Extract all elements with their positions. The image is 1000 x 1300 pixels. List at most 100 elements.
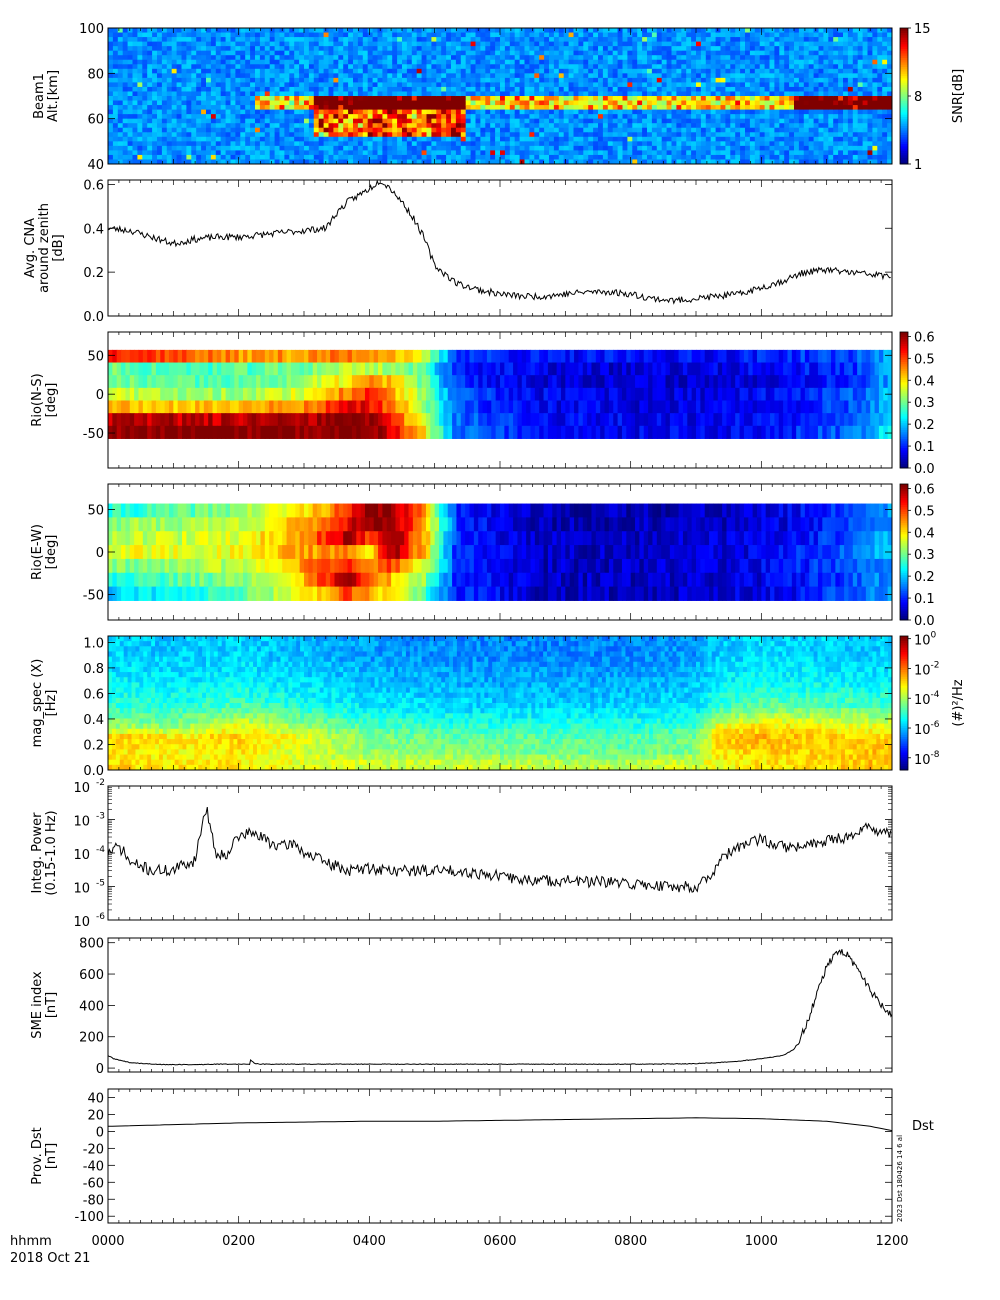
heatmap-cell xyxy=(230,114,236,120)
heatmap-cell xyxy=(392,64,398,70)
heatmap-cell xyxy=(299,37,305,43)
heatmap-cell xyxy=(651,46,658,52)
heatmap-cell xyxy=(612,64,619,70)
heatmap-cell xyxy=(774,37,780,43)
heatmap-cell xyxy=(308,32,315,38)
heatmap-cell xyxy=(220,145,227,151)
heatmap-cell xyxy=(147,28,153,34)
heatmap-cell xyxy=(157,59,163,65)
heatmap-cell xyxy=(147,154,153,161)
heatmap-cell xyxy=(656,105,663,111)
heatmap-cell xyxy=(544,46,550,52)
heatmap-cell xyxy=(784,68,790,74)
heatmap-cell xyxy=(215,41,222,47)
heatmap-cell xyxy=(651,64,658,70)
heatmap-cell xyxy=(794,154,800,161)
heatmap-cell xyxy=(465,91,472,97)
heatmap-cell xyxy=(754,86,761,93)
heatmap-cell xyxy=(470,50,477,56)
heatmap-cell xyxy=(475,105,481,111)
heatmap-cell xyxy=(362,82,369,88)
heatmap-cell xyxy=(705,118,712,124)
heatmap-cell xyxy=(210,68,217,74)
heatmap-cell xyxy=(328,46,334,52)
heatmap-cell xyxy=(568,154,575,161)
heatmap-cell xyxy=(681,141,687,147)
heatmap-cell xyxy=(607,50,614,56)
heatmap-cell xyxy=(838,50,844,56)
heatmap-cell xyxy=(833,28,839,34)
heatmap-cell xyxy=(362,96,369,102)
heatmap-cell xyxy=(308,136,315,142)
heatmap-cell xyxy=(867,150,873,156)
heatmap-cell xyxy=(784,59,790,65)
heatmap-cell xyxy=(583,91,589,97)
heatmap-cell xyxy=(794,32,800,38)
heatmap-cell xyxy=(588,145,594,151)
heatmap-cell xyxy=(348,82,354,88)
heatmap-cell xyxy=(250,145,256,151)
heatmap-cell xyxy=(333,41,339,47)
heatmap-cell xyxy=(436,86,442,93)
heatmap-cell xyxy=(803,50,810,56)
heatmap-cell xyxy=(509,127,516,133)
heatmap-cell xyxy=(872,118,878,124)
heatmap-cell xyxy=(749,96,756,102)
heatmap-cell xyxy=(598,55,604,61)
heatmap-cell xyxy=(112,114,119,120)
heatmap-cell xyxy=(490,86,496,93)
heatmap-cell xyxy=(612,127,619,133)
heatmap-cell xyxy=(343,136,349,142)
heatmap-cell xyxy=(411,37,418,43)
heatmap-cell xyxy=(534,96,540,102)
heatmap-cell xyxy=(387,41,393,47)
heatmap-cell xyxy=(534,64,540,70)
heatmap-cell xyxy=(843,82,849,88)
heatmap-cell xyxy=(725,118,731,124)
heatmap-cell xyxy=(333,159,339,164)
heatmap-cell xyxy=(191,150,197,156)
heatmap-cell xyxy=(676,150,682,156)
heatmap-cell xyxy=(735,77,741,83)
heatmap-cell xyxy=(357,100,364,106)
heatmap-cell xyxy=(583,37,589,43)
heatmap-cell xyxy=(661,105,668,111)
heatmap-cell xyxy=(304,150,310,156)
heatmap-cell xyxy=(210,118,217,124)
heatmap-cell xyxy=(201,118,207,124)
heatmap-cell xyxy=(823,127,829,133)
heatmap-cell xyxy=(485,82,491,88)
heatmap-cell xyxy=(406,50,413,56)
heatmap-cell xyxy=(509,37,516,43)
heatmap-cell xyxy=(127,132,134,138)
heatmap-cell xyxy=(186,37,192,43)
heatmap-cell xyxy=(573,73,579,79)
heatmap-cell xyxy=(514,59,521,65)
heatmap-cell xyxy=(534,105,540,111)
heatmap-cell xyxy=(671,118,677,124)
heatmap-cell xyxy=(745,141,751,147)
heatmap-cell xyxy=(299,59,305,65)
heatmap-cell xyxy=(181,118,187,124)
heatmap-cell xyxy=(843,127,849,133)
heatmap-cell xyxy=(843,114,849,120)
heatmap-cell xyxy=(112,118,119,124)
heatmap-cell xyxy=(333,28,339,34)
heatmap-cell xyxy=(862,64,869,70)
heatmap-cell xyxy=(887,136,892,142)
heatmap-cell xyxy=(308,118,315,124)
heatmap-cell xyxy=(789,41,795,47)
heatmap-cell xyxy=(367,132,374,138)
heatmap-cell xyxy=(446,73,452,79)
heatmap-cell xyxy=(759,64,766,70)
heatmap-cell xyxy=(696,136,702,142)
heatmap-cell xyxy=(147,37,153,43)
heatmap-cell xyxy=(852,46,859,52)
heatmap-cell xyxy=(607,91,614,97)
heatmap-cell xyxy=(798,73,805,79)
heatmap-cell xyxy=(544,50,550,56)
heatmap-cell xyxy=(847,118,854,124)
heatmap-cell xyxy=(323,28,330,34)
colorbar-swatch xyxy=(900,114,908,117)
heatmap-cell xyxy=(617,55,624,61)
